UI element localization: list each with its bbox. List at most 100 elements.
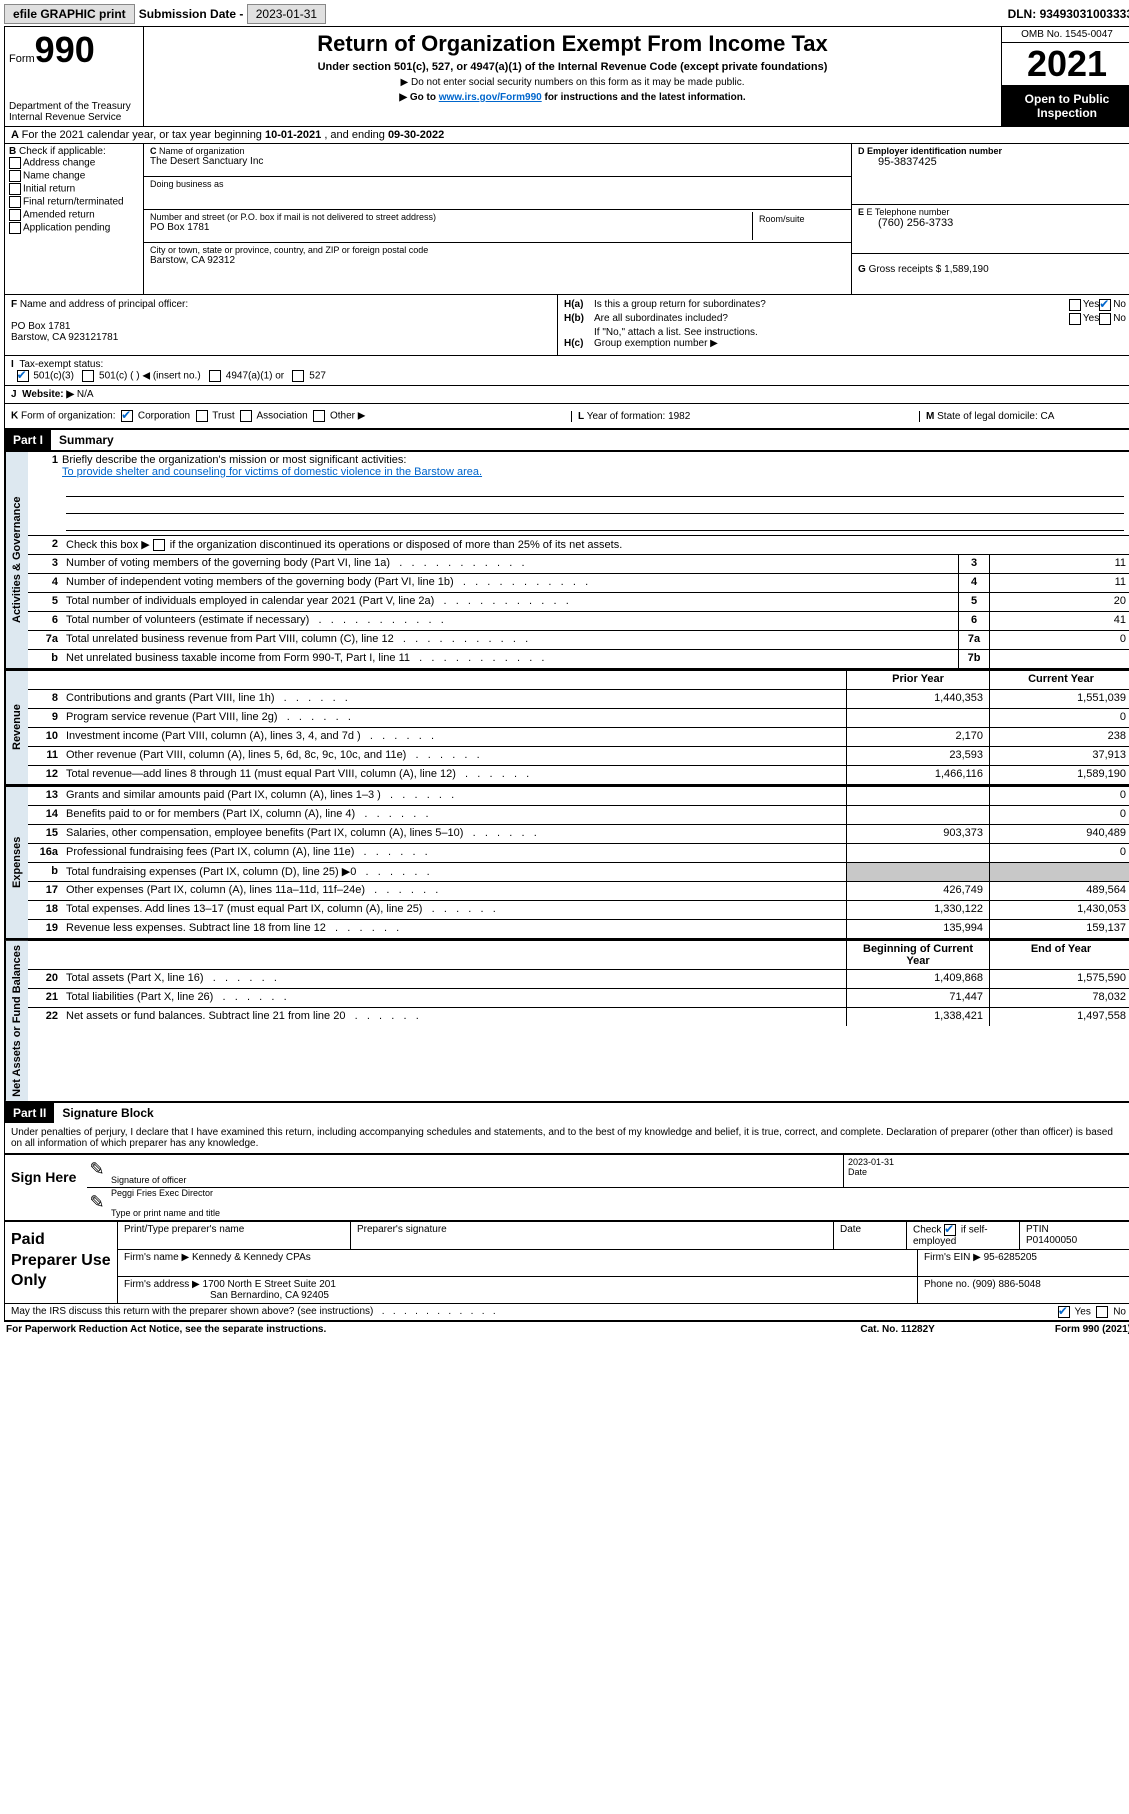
row-a-tax-year: A For the 2021 calendar year, or tax yea… [5,127,1129,144]
chk-app-pending[interactable] [9,222,21,234]
chk-501c3[interactable] [17,370,29,382]
summary-row: 19Revenue less expenses. Subtract line 1… [28,920,1129,938]
expenses-section: Expenses 13Grants and similar amounts pa… [5,786,1129,940]
summary-row: 17Other expenses (Part IX, column (A), l… [28,882,1129,901]
summary-row: 20Total assets (Part X, line 16)1,409,86… [28,970,1129,989]
officer-addr1: PO Box 1781 [11,321,70,332]
form-ref: Form 990 (2021) [1055,1324,1129,1335]
chk-trust[interactable] [196,410,208,422]
summary-row: 13Grants and similar amounts paid (Part … [28,787,1129,806]
form-word: Form [9,53,35,65]
submission-date-label: Submission Date - 2023-01-31 [139,7,326,21]
summary-row: 8Contributions and grants (Part VIII, li… [28,690,1129,709]
perjury-declaration: Under penalties of perjury, I declare th… [5,1123,1129,1153]
chk-527[interactable] [292,370,304,382]
revenue-section: Revenue Prior Year Current Year 8Contrib… [5,670,1129,786]
address: PO Box 1781 [150,222,752,233]
dept-treasury: Department of the Treasury Internal Reve… [9,101,139,123]
side-netassets: Net Assets or Fund Balances [5,941,28,1101]
mission-text: To provide shelter and counseling for vi… [62,466,482,478]
part1-header: Part ISummary [5,430,1129,451]
summary-row: 5Total number of individuals employed in… [28,593,1129,612]
col-c: C Name of organization The Desert Sanctu… [144,144,851,294]
identity-block: B Check if applicable: Address change Na… [5,144,1129,295]
chk-501c[interactable] [82,370,94,382]
paid-preparer-label: Paid Preparer Use Only [5,1222,117,1303]
signature-officer[interactable]: Signature of officer [107,1155,843,1187]
header-sub1: Under section 501(c), 527, or 4947(a)(1)… [148,61,997,73]
ein: 95-3837425 [858,156,1126,168]
chk-address-change[interactable] [9,157,21,169]
year-formation: 1982 [668,411,690,422]
ha-yes[interactable] [1069,299,1081,311]
summary-row: 21Total liabilities (Part X, line 26)71,… [28,989,1129,1008]
summary-row: 18Total expenses. Add lines 13–17 (must … [28,901,1129,920]
officer-addr2: Barstow, CA 923121781 [11,332,118,343]
open-to-public: Open to PublicInspection [1002,86,1129,126]
summary-row: 9Program service revenue (Part VIII, lin… [28,709,1129,728]
side-revenue: Revenue [5,671,28,784]
chk-other[interactable] [313,410,325,422]
sign-date: 2023-01-31 [848,1157,894,1167]
row-k-l-m: K Form of organization: Corporation Trus… [5,404,1129,430]
phone: (760) 256-3733 [858,217,1126,229]
summary-row: 15Salaries, other compensation, employee… [28,825,1129,844]
org-name: The Desert Sanctuary Inc [150,156,845,167]
room-suite: Room/suite [752,212,845,240]
paid-preparer-block: Paid Preparer Use Only Print/Type prepar… [5,1222,1129,1304]
irs-link[interactable]: www.irs.gov/Form990 [439,92,542,103]
governance-section: Activities & Governance 1 Briefly descri… [5,451,1129,670]
bottom-line: For Paperwork Reduction Act Notice, see … [4,1322,1129,1337]
summary-row: 10Investment income (Part VIII, column (… [28,728,1129,747]
discuss-yes[interactable] [1058,1306,1070,1318]
state-domicile: CA [1041,411,1055,422]
side-expenses: Expenses [5,787,28,938]
summary-row: 3Number of voting members of the governi… [28,555,1129,574]
ptin: P01400050 [1026,1235,1077,1246]
chk-discontinued[interactable] [153,539,165,551]
firm-ein: 95-6285205 [984,1252,1037,1263]
cat-no: Cat. No. 11282Y [860,1324,934,1335]
topbar: efile GRAPHIC print Submission Date - 20… [4,4,1129,24]
ha-no[interactable] [1099,299,1111,311]
form-number: 990 [35,29,95,70]
summary-row: 11Other revenue (Part VIII, column (A), … [28,747,1129,766]
summary-row: 22Net assets or fund balances. Subtract … [28,1008,1129,1026]
sign-here-block: Sign Here ✎ Signature of officer 2023-01… [5,1153,1129,1222]
discuss-no[interactable] [1096,1306,1108,1318]
preparer-phone: (909) 886-5048 [972,1279,1040,1290]
pen-icon: ✎ [87,1155,107,1187]
chk-final-return[interactable] [9,196,21,208]
chk-name-change[interactable] [9,170,21,182]
pen-icon: ✎ [87,1188,107,1220]
chk-amended[interactable] [9,209,21,221]
chk-initial-return[interactable] [9,183,21,195]
form-header: Form990 Department of the Treasury Inter… [5,27,1129,127]
efile-button[interactable]: efile GRAPHIC print [4,4,135,24]
summary-row: 14Benefits paid to or for members (Part … [28,806,1129,825]
summary-row: 16aProfessional fundraising fees (Part I… [28,844,1129,863]
firm-name: Kennedy & Kennedy CPAs [192,1252,311,1263]
sign-here-label: Sign Here [5,1155,87,1220]
hb-no[interactable] [1099,313,1111,325]
website: N/A [77,389,94,400]
chk-corp[interactable] [121,410,133,422]
hdr-end-year: End of Year [989,941,1129,969]
summary-row: bTotal fundraising expenses (Part IX, co… [28,863,1129,882]
firm-address: 1700 North E Street Suite 201 [203,1279,336,1290]
net-assets-section: Net Assets or Fund Balances Beginning of… [5,940,1129,1103]
summary-row: bNet unrelated business taxable income f… [28,650,1129,668]
gross-receipts: 1,589,190 [944,264,989,275]
summary-row: 12Total revenue—add lines 8 through 11 (… [28,766,1129,784]
hdr-current-year: Current Year [989,671,1129,689]
hdr-begin-year: Beginning of Current Year [846,941,989,969]
chk-assoc[interactable] [240,410,252,422]
chk-self-employed[interactable] [944,1224,956,1236]
row-j-website: J Website: ▶ N/A [5,386,1129,404]
header-sub3: ▶ Go to www.irs.gov/Form990 for instruct… [148,92,997,103]
row-i-tax-status: I Tax-exempt status: 501(c)(3) 501(c) ( … [5,356,1129,386]
chk-4947[interactable] [209,370,221,382]
col-b-check: B Check if applicable: Address change Na… [5,144,144,294]
form-title: Return of Organization Exempt From Incom… [148,31,997,57]
hb-yes[interactable] [1069,313,1081,325]
